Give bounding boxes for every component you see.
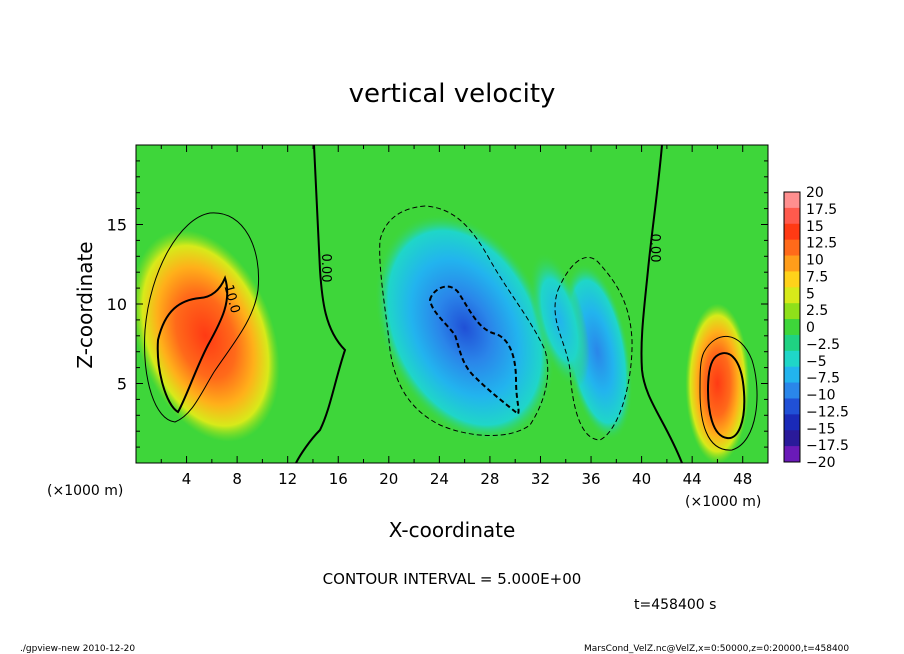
colorbar-segment xyxy=(784,446,800,463)
colorbar-segment xyxy=(784,287,800,304)
x-tick-label: 12 xyxy=(278,470,297,488)
contour-neg-five-b xyxy=(554,256,633,441)
colorbar-segment xyxy=(784,430,800,447)
x-tick-label: 40 xyxy=(632,470,651,488)
y-tick-label: 15 xyxy=(107,216,127,235)
x-tick-label: 36 xyxy=(581,470,600,488)
colorbar-segment xyxy=(784,414,800,431)
colorbar-label: 12.5 xyxy=(806,236,837,252)
contour-ten-right xyxy=(706,352,746,440)
y-tick-label: 5 xyxy=(117,375,127,394)
footer-right: MarsCond_VelZ.nc@VelZ,x=0:50000,z=0:2000… xyxy=(584,644,849,654)
x-tick-label: 44 xyxy=(683,470,702,488)
colorbar: 2017.51512.5107.552.50−2.5−5−7.5−10−12.5… xyxy=(783,185,849,471)
colorbar-segment xyxy=(784,334,800,352)
colorbar-label: −5 xyxy=(806,354,827,370)
contour-interval-text: CONTOUR INTERVAL = 5.000E+00 xyxy=(323,570,582,588)
colorbar-segment xyxy=(784,271,800,288)
chart-title: vertical velocity xyxy=(349,79,556,109)
x-tick-label: 32 xyxy=(531,470,550,488)
contour-neg-ten xyxy=(428,285,520,416)
footer-left: ./gpview-new 2010-12-20 xyxy=(20,644,135,654)
colorbar-label: 0 xyxy=(806,320,815,336)
colorbar-label: 17.5 xyxy=(806,202,837,218)
time-text: t=458400 s xyxy=(634,597,716,613)
plot-area: 0.00 0.00 10.0 xyxy=(136,145,768,463)
colorbar-label: −17.5 xyxy=(806,438,849,454)
x-tick-label: 24 xyxy=(430,470,449,488)
colorbar-label: 2.5 xyxy=(806,303,828,319)
colorbar-label: −20 xyxy=(806,455,836,471)
colorbar-label: 15 xyxy=(806,219,824,235)
x-tick-label: 28 xyxy=(480,470,499,488)
contour-ten-left xyxy=(156,275,229,414)
colorbar-segment xyxy=(784,382,800,399)
colorbar-segment xyxy=(784,398,800,415)
contour-zero-left xyxy=(295,145,347,463)
x-axis-label: X-coordinate xyxy=(389,518,516,542)
colorbar-segment xyxy=(784,366,800,384)
x-tick-label: 20 xyxy=(379,470,398,488)
colorbar-label: −12.5 xyxy=(806,404,849,420)
field-blob xyxy=(374,213,555,442)
field-blob xyxy=(529,251,590,388)
contour-five-left xyxy=(144,212,260,423)
field-blob xyxy=(685,303,750,463)
x-unit-label-right: (×1000 m) xyxy=(685,494,761,510)
colorbar-segment xyxy=(784,255,800,272)
x-unit-label-left: (×1000 m) xyxy=(47,483,123,499)
colorbar-segment xyxy=(784,192,800,209)
x-axis-ticks: 4 8 12 16 20 24 28 32 36 40 44 48 xyxy=(160,145,752,488)
blob-layer xyxy=(136,213,750,463)
colorbar-label: 20 xyxy=(806,185,824,201)
colorbar-segment xyxy=(784,350,800,368)
colorbar-label: −10 xyxy=(806,388,836,404)
y-axis-ticks: 5 10 15 xyxy=(107,160,768,448)
colorbar-frame xyxy=(783,191,801,463)
contour-zero-right xyxy=(640,145,683,463)
contour-lines xyxy=(144,145,758,463)
contour-five-right xyxy=(699,336,758,451)
colorbar-segment xyxy=(784,207,800,225)
x-tick-label: 16 xyxy=(329,470,348,488)
colorbar-label: −7.5 xyxy=(806,371,840,387)
contour-label-zero-right: 0.00 xyxy=(647,234,662,263)
colorbar-segment xyxy=(784,239,800,257)
colorbar-segment xyxy=(784,319,800,336)
x-tick-label: 48 xyxy=(733,470,752,488)
x-tick-label: 4 xyxy=(182,470,192,488)
y-tick-label: 10 xyxy=(107,295,127,314)
colorbar-segment xyxy=(784,303,800,320)
contour-label-ten: 10.0 xyxy=(220,283,242,315)
field-blob xyxy=(136,229,280,442)
y-axis-label: Z-coordinate xyxy=(73,241,97,368)
colorbar-label: −2.5 xyxy=(806,337,840,353)
contour-neg-five xyxy=(379,205,549,436)
colorbar-label: 7.5 xyxy=(806,269,828,285)
colorbar-segment xyxy=(784,223,800,241)
contour-label-zero-left: 0.00 xyxy=(318,254,333,283)
colorbar-label: −15 xyxy=(806,421,836,437)
colorbar-label: 10 xyxy=(806,253,824,269)
x-tick-label: 8 xyxy=(232,470,242,488)
colorbar-label: 5 xyxy=(806,286,815,302)
